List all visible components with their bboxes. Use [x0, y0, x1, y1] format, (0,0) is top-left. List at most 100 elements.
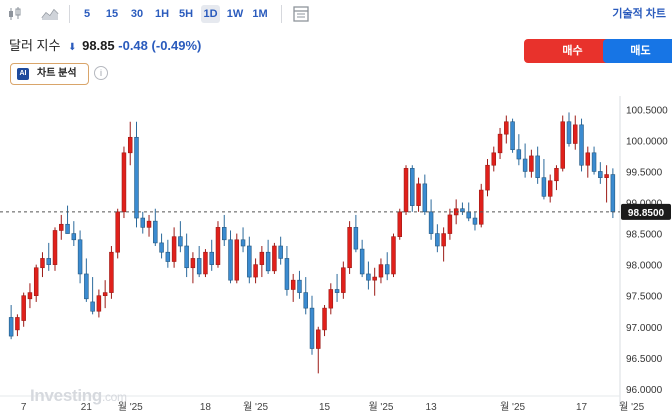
- candle-body: [591, 152, 597, 172]
- candle-body: [146, 220, 152, 228]
- candle-body: [510, 121, 515, 151]
- candle-body: [573, 124, 578, 144]
- x-tick-label: 17: [576, 402, 588, 413]
- candle-body: [522, 158, 528, 172]
- candle-body: [435, 233, 440, 247]
- candle-body: [59, 223, 64, 231]
- interval-5h[interactable]: 5H: [178, 8, 194, 20]
- sell-button[interactable]: 매도: [603, 39, 672, 63]
- candle-body: [21, 295, 26, 321]
- ai-chart-analysis-button[interactable]: AI 차트 분석: [10, 63, 89, 85]
- instrument-header: 달러 지수 ⬇ 98.85 -0.48 (-0.49%): [9, 36, 201, 56]
- candlestick-chart[interactable]: 100.5000100.000099.500099.000098.500098.…: [0, 96, 672, 416]
- candle-body: [579, 124, 584, 166]
- y-tick-label: 98.5000: [626, 230, 663, 241]
- info-icon[interactable]: i: [94, 66, 108, 80]
- candlestick-icon[interactable]: [7, 5, 23, 23]
- candle-body: [478, 189, 484, 225]
- candle-body: [472, 217, 478, 225]
- x-tick-label: 7: [21, 402, 27, 413]
- candle-body: [585, 152, 591, 166]
- y-tick-label: 99.5000: [626, 167, 663, 178]
- x-tick-label: 18: [200, 402, 212, 413]
- watermark-brand: Investing: [30, 386, 102, 405]
- candle-body: [422, 183, 428, 213]
- candle-body: [40, 258, 45, 269]
- y-tick-label: 100.5000: [626, 105, 668, 116]
- candle-body: [466, 211, 471, 219]
- candle-body: [353, 227, 359, 250]
- current-price-badge: [621, 203, 671, 220]
- candle-body: [71, 233, 77, 241]
- interval-5[interactable]: 5: [83, 8, 91, 20]
- instrument-name: 달러 지수: [9, 38, 61, 53]
- candle-body: [46, 258, 51, 265]
- candle-body: [259, 251, 265, 265]
- candle-body: [8, 317, 14, 337]
- candle-body: [159, 242, 164, 253]
- candle-body: [171, 236, 177, 262]
- candle-body: [535, 155, 540, 178]
- candle-body: [610, 174, 616, 213]
- x-tick-label: 월 '25: [243, 401, 268, 413]
- area-chart-icon[interactable]: [41, 5, 59, 23]
- candle-body: [190, 258, 196, 269]
- candle-body: [384, 264, 390, 275]
- candle-body: [203, 251, 208, 275]
- ai-badge-icon: AI: [17, 68, 29, 80]
- price-chart[interactable]: 100.5000100.000099.500099.000098.500098.…: [0, 96, 672, 416]
- candle-body: [96, 295, 102, 312]
- candle-body: [447, 214, 453, 234]
- x-tick-label: 월 '25: [118, 401, 143, 413]
- candle-body: [416, 183, 421, 206]
- watermark-suffix: .com: [101, 390, 127, 404]
- candle-body: [178, 236, 183, 247]
- candle-body: [366, 273, 371, 281]
- candle-body: [65, 223, 70, 234]
- candle-body: [84, 273, 89, 300]
- candle-body: [15, 317, 20, 331]
- candle-body: [378, 264, 384, 278]
- price-change-percent: (-0.49%): [151, 38, 202, 53]
- candle-body: [303, 292, 308, 309]
- interval-1w[interactable]: 1W: [226, 8, 244, 20]
- candle-body: [121, 152, 127, 213]
- candle-body: [516, 149, 522, 160]
- layout-grid-icon[interactable]: [292, 5, 310, 23]
- interval-30[interactable]: 30: [130, 8, 144, 20]
- candle-body: [297, 279, 302, 293]
- candle-body: [403, 168, 409, 213]
- candle-body: [184, 245, 189, 269]
- candle-body: [566, 121, 572, 144]
- candle-body: [547, 180, 553, 197]
- candle-body: [322, 307, 327, 331]
- candle-body: [441, 233, 446, 247]
- candle-body: [334, 289, 340, 293]
- interval-15[interactable]: 15: [105, 8, 119, 20]
- candle-body: [428, 211, 434, 234]
- candle-body: [209, 251, 214, 265]
- y-tick-label: 97.5000: [626, 292, 663, 303]
- technical-chart-link[interactable]: 기술적 차트: [612, 8, 666, 20]
- interval-1m[interactable]: 1M: [252, 8, 268, 20]
- interval-1h[interactable]: 1H: [154, 8, 170, 20]
- candle-body: [228, 239, 233, 281]
- candle-body: [115, 211, 120, 253]
- candle-body: [541, 177, 547, 197]
- candle-body: [265, 251, 271, 272]
- candle-body: [153, 220, 158, 244]
- candle-body: [290, 279, 296, 290]
- candle-body: [240, 239, 246, 247]
- candle-body: [397, 211, 402, 237]
- candle-body: [109, 251, 114, 293]
- candle-body: [27, 292, 33, 300]
- candle-body: [222, 227, 227, 241]
- x-tick-label: 월 '25: [368, 401, 393, 413]
- candle-body: [347, 227, 352, 269]
- candle-body: [102, 292, 108, 297]
- candle-body: [497, 133, 503, 154]
- candle-body: [328, 289, 334, 309]
- candle-body: [127, 136, 133, 154]
- price-change: -0.48: [118, 38, 148, 53]
- interval-1d[interactable]: 1D: [201, 5, 220, 23]
